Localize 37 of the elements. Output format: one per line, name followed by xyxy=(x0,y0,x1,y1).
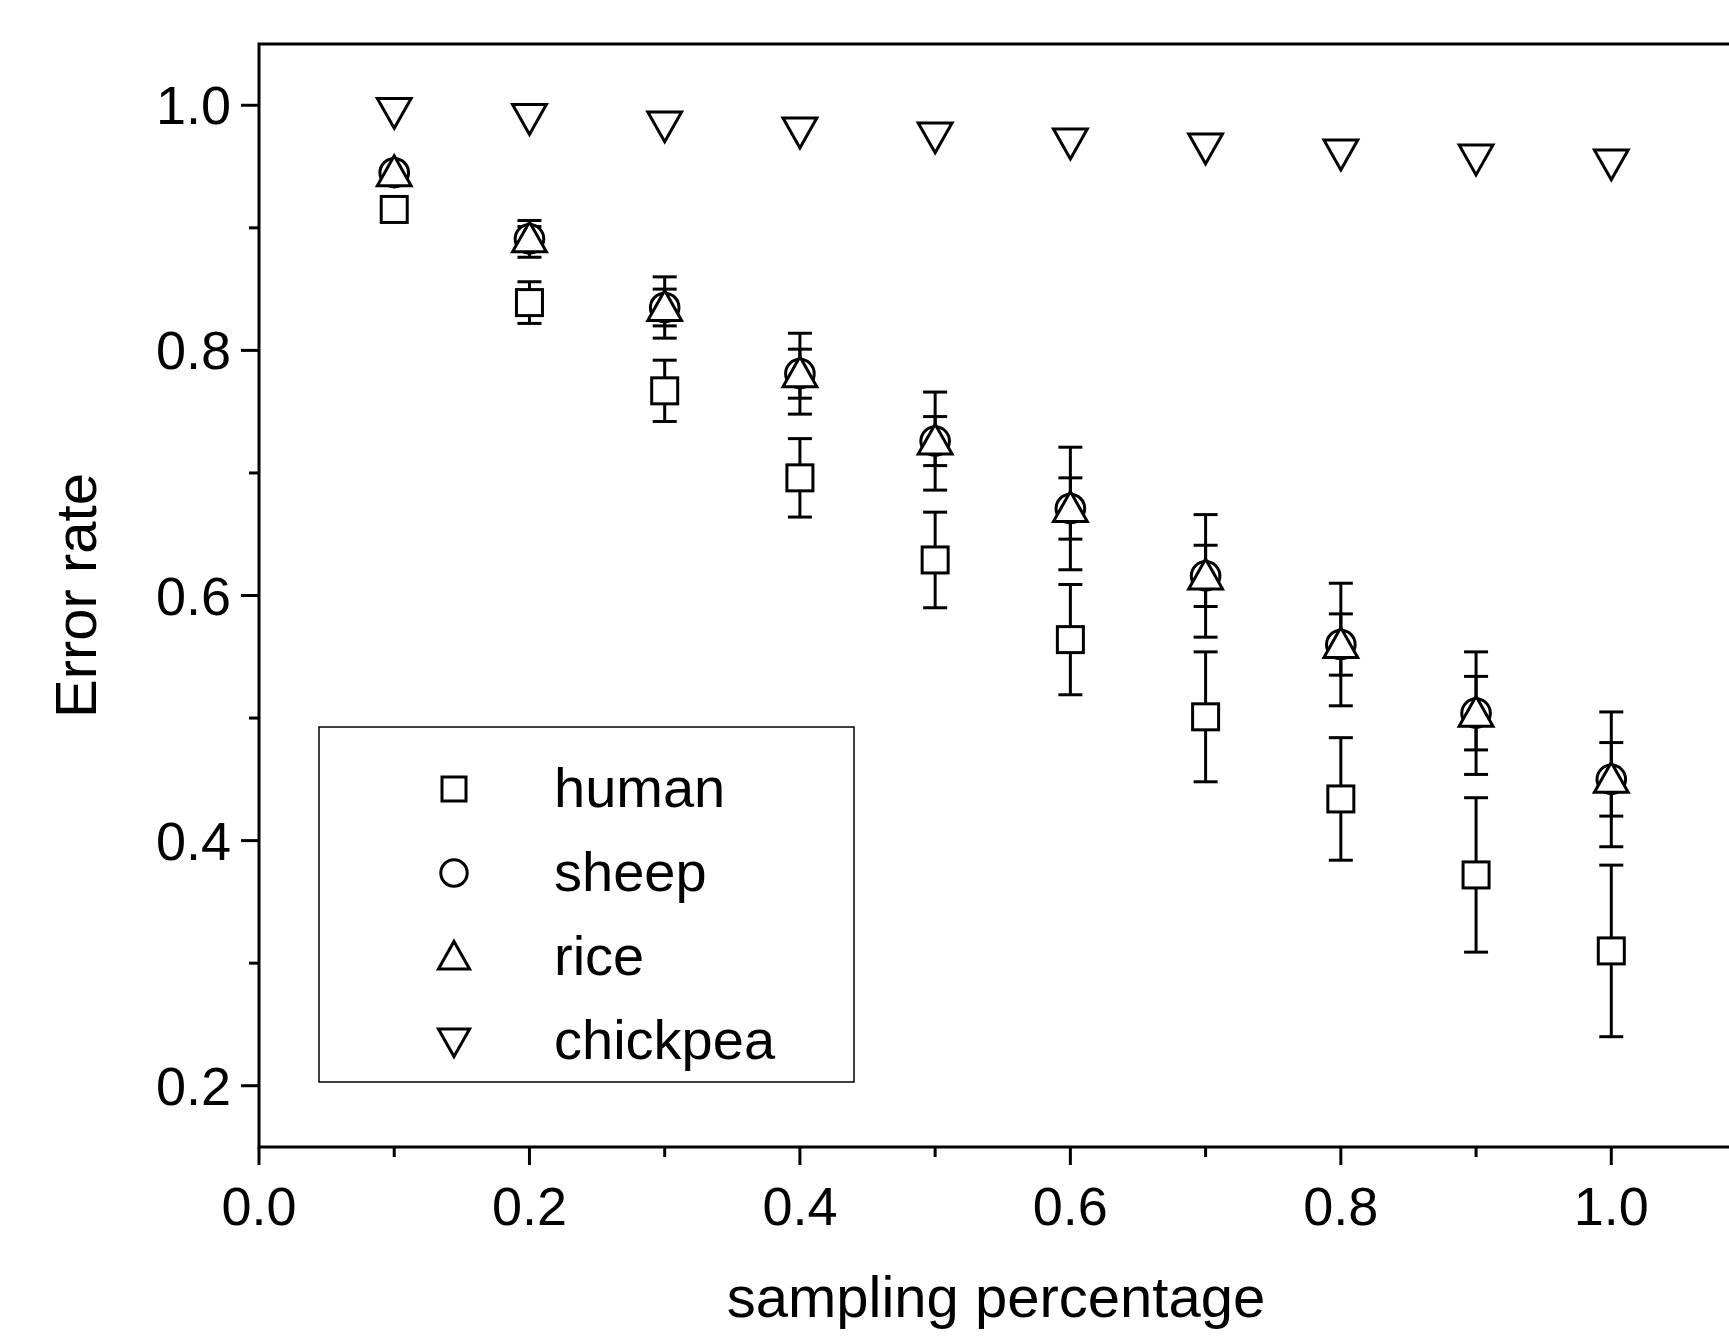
x-tick-label: 0.2 xyxy=(491,1176,567,1236)
point xyxy=(650,376,680,406)
point xyxy=(1322,138,1360,172)
point xyxy=(781,116,819,150)
point xyxy=(1326,784,1356,814)
legend-label: sheep xyxy=(554,840,707,903)
y-tick-label: 0.6 xyxy=(155,565,231,626)
y-tick-label: 1.0 xyxy=(155,75,231,136)
point xyxy=(1187,132,1225,166)
y-tick-label: 0.8 xyxy=(155,320,231,381)
x-tick-label: 0.8 xyxy=(1303,1176,1379,1236)
point xyxy=(1191,702,1221,732)
point xyxy=(379,194,409,224)
point xyxy=(785,463,815,493)
point xyxy=(1592,148,1630,182)
legend-label: rice xyxy=(554,924,645,987)
y-tick-label: 0.4 xyxy=(155,810,231,871)
x-axis-title: sampling percentage xyxy=(726,1264,1266,1329)
x-tick-label: 0.4 xyxy=(762,1176,838,1236)
legend-label: human xyxy=(554,756,726,819)
x-tick-label: 0.0 xyxy=(221,1176,297,1236)
point xyxy=(1457,143,1495,177)
point xyxy=(1461,860,1491,890)
point xyxy=(916,121,954,155)
point xyxy=(514,288,544,318)
y-axis-title: Error rate xyxy=(43,473,108,718)
point xyxy=(920,545,950,575)
x-tick-label: 1.0 xyxy=(1573,1176,1649,1236)
point xyxy=(1596,936,1626,966)
x-tick-label: 0.6 xyxy=(1032,1176,1108,1236)
point xyxy=(646,110,684,144)
point xyxy=(375,96,413,130)
y-tick-label: 0.2 xyxy=(155,1055,231,1116)
point xyxy=(511,103,548,136)
legend-label: chickpea xyxy=(554,1008,776,1071)
point xyxy=(1051,127,1089,161)
point xyxy=(1055,625,1085,655)
